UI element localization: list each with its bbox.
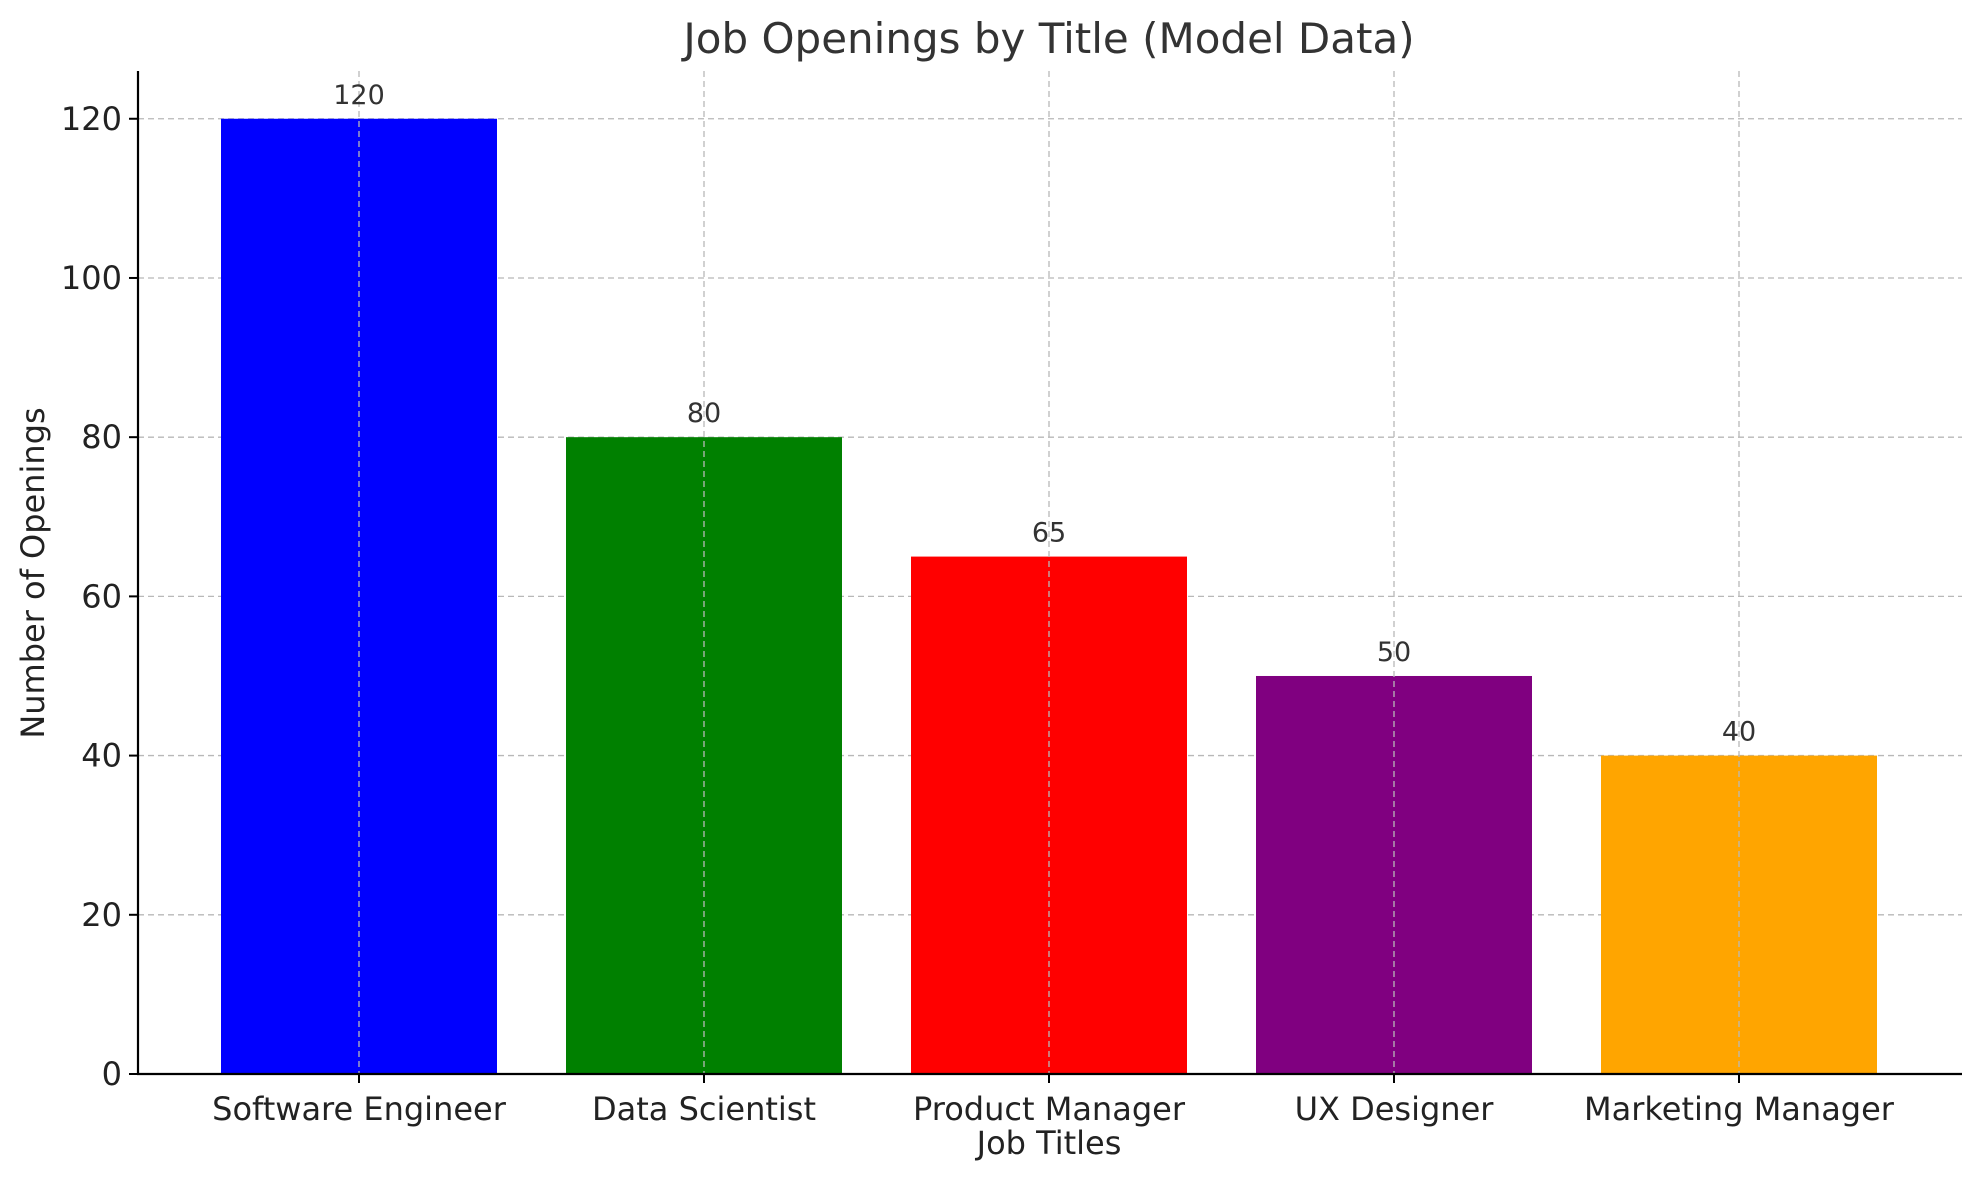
x-axis-label: Job Titles <box>975 1124 1122 1162</box>
bar-value-label: 50 <box>1377 637 1411 668</box>
bar-value-label: 40 <box>1722 717 1756 748</box>
vertical-grid-lines <box>358 71 1740 1074</box>
bar-value-label: 65 <box>1032 518 1066 549</box>
y-tick-label: 60 <box>81 577 122 615</box>
y-tick-label: 20 <box>81 896 122 934</box>
y-tick-label: 120 <box>61 100 122 138</box>
y-axis-label: Number of Openings <box>14 407 52 738</box>
x-tick-label: Marketing Manager <box>1584 1090 1895 1128</box>
bar-value-label: 120 <box>333 80 385 111</box>
bar-value-label: 80 <box>687 398 721 429</box>
x-tick-label: Software Engineer <box>212 1090 507 1128</box>
y-tick-label: 40 <box>81 737 122 775</box>
y-tick-label: 0 <box>102 1055 122 1093</box>
labels: 0 20 40 60 80 100 120 Software Engineer Data Sci… <box>61 80 1895 1128</box>
x-tick-label: Data Scientist <box>592 1090 816 1128</box>
x-tick-label: UX Designer <box>1295 1090 1495 1128</box>
y-tick-label: 80 <box>81 418 122 456</box>
chart-title: Job Openings by Title (Model Data) <box>680 14 1414 63</box>
y-tick-label: 100 <box>61 259 122 297</box>
axes <box>129 71 1962 1083</box>
x-tick-label: Product Manager <box>913 1090 1186 1128</box>
